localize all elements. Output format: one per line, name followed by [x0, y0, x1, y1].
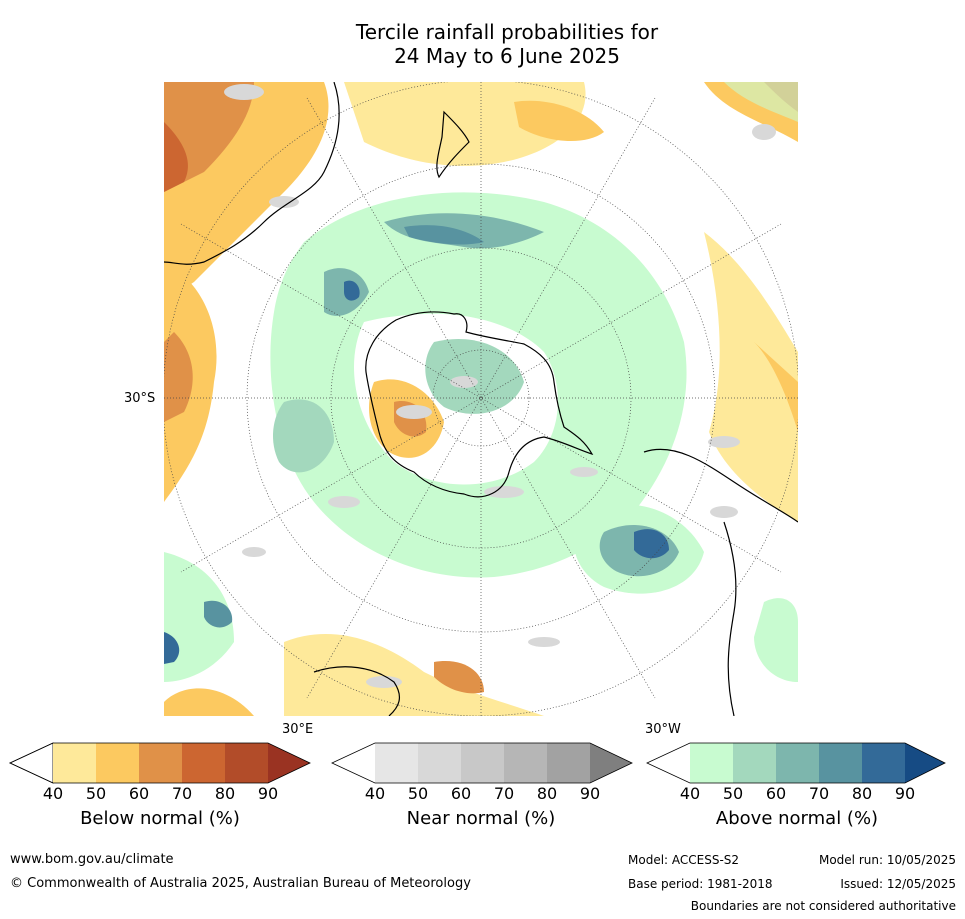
colorbar-tick: 90 — [579, 784, 601, 803]
colorbar-near-normal — [331, 742, 633, 784]
above-normal-regions — [164, 82, 798, 682]
colorbar-above-normal — [646, 742, 947, 784]
near-normal-regions — [224, 84, 776, 688]
colorbar-segment — [96, 743, 139, 783]
new-zealand-coast — [436, 110, 470, 179]
graticule — [164, 82, 798, 716]
footer-base-period: Base period: 1981-2018 — [628, 877, 773, 891]
colorbar-segment — [776, 743, 819, 783]
colorbar-segment — [862, 743, 905, 783]
colorbar-segment — [819, 743, 862, 783]
colorbar-tick: 40 — [364, 784, 386, 803]
colorbar-below-normal — [9, 742, 311, 784]
colorbar-segment — [268, 743, 310, 783]
colorbar-tick: 90 — [894, 784, 916, 803]
colorbar-segment — [225, 743, 268, 783]
colorbar-segment — [504, 743, 547, 783]
footer-model-run: Model run: 10/05/2025 — [818, 853, 956, 867]
colorbar-tick: 80 — [536, 784, 558, 803]
coastlines — [164, 82, 798, 716]
title-line-2: 24 May to 6 June 2025 — [394, 44, 620, 68]
colorbar-tick: 70 — [171, 784, 193, 803]
colorbar-tick: 60 — [128, 784, 150, 803]
probability-map — [164, 82, 798, 716]
colorbar-segment — [690, 743, 733, 783]
colorbar-segment — [418, 743, 461, 783]
colorbar-segment — [590, 743, 632, 783]
antarctica-coast — [365, 311, 594, 498]
south-america-coast — [643, 448, 798, 716]
colorbar-segment — [461, 743, 504, 783]
colorbar-title-above: Above normal (%) — [715, 808, 879, 829]
colorbar-segment — [332, 743, 375, 783]
colorbar-segment — [547, 743, 590, 783]
colorbar-tick: 80 — [214, 784, 236, 803]
colorbar-segment — [139, 743, 182, 783]
colorbar-segment — [9, 742, 54, 784]
footer-disclaimer: Boundaries are not considered authoritat… — [690, 899, 956, 913]
colorbar-tick: 70 — [808, 784, 830, 803]
colorbar-segment — [905, 743, 945, 783]
colorbar-segment — [182, 743, 225, 783]
colorbar-tick: 70 — [493, 784, 515, 803]
colorbar-segment — [647, 743, 690, 783]
colorbar-tick: 50 — [407, 784, 429, 803]
colorbar-tick: 60 — [765, 784, 787, 803]
colorbar-title-near: Near normal (%) — [406, 808, 556, 829]
footer-model: Model: ACCESS-S2 — [628, 853, 740, 867]
africa-coast — [313, 666, 401, 716]
colorbar-title-below: Below normal (%) — [80, 808, 240, 829]
title-line-1: Tercile rainfall probabilities for — [355, 20, 659, 44]
colorbar-tick: 80 — [851, 784, 873, 803]
lon-label-30e: 30°E — [282, 722, 314, 737]
colorbar-tick: 60 — [450, 784, 472, 803]
australia-coast — [164, 82, 340, 265]
colorbar-tick: 40 — [679, 784, 701, 803]
colorbar-tick: 90 — [257, 784, 279, 803]
footer-url: www.bom.gov.au/climate — [10, 852, 174, 867]
map-title: Tercile rainfall probabilities for 24 Ma… — [0, 20, 965, 68]
lat-label-30s: 30°S — [124, 391, 156, 406]
lon-label-30w: 30°W — [645, 722, 681, 737]
footer-issued: Issued: 12/05/2025 — [840, 877, 956, 891]
colorbar-tick: 50 — [85, 784, 107, 803]
colorbar-tick: 50 — [722, 784, 744, 803]
colorbar-segment — [375, 743, 418, 783]
colorbar-segment — [53, 743, 96, 783]
colorbar-segment — [733, 743, 776, 783]
colorbar-tick: 40 — [42, 784, 64, 803]
footer-copyright: © Commonwealth of Australia 2025, Austra… — [10, 876, 471, 891]
map-canvas — [164, 82, 798, 716]
